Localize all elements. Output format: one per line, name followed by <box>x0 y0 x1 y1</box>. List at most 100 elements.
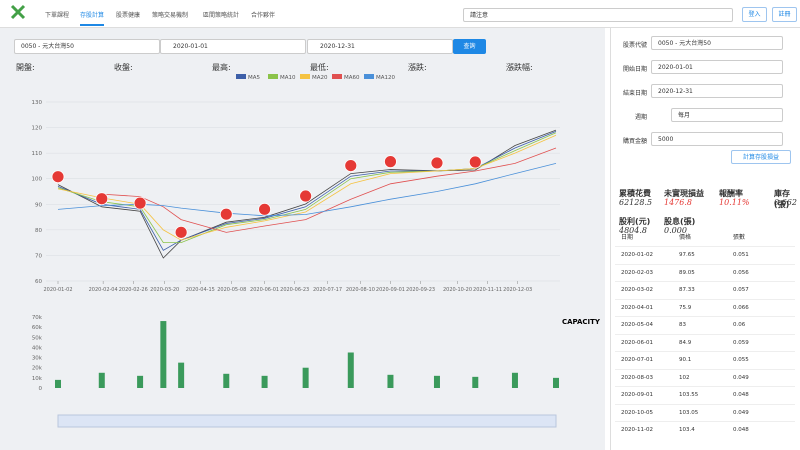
table-cell: 0.049 <box>733 409 749 416</box>
legend-label: MA20 <box>312 75 328 81</box>
quote-label: 漲跌幅: <box>506 63 533 72</box>
table-header: 日期 <box>621 234 634 241</box>
x-tick-label: 2020-04-15 <box>186 287 215 293</box>
table-cell: 75.9 <box>679 304 692 311</box>
query-button[interactable]: 查詢 <box>453 39 486 54</box>
stat-label: 累積花費 <box>619 189 651 198</box>
y-tick-label: 130 <box>32 100 43 106</box>
chart-title: CAPACITY <box>562 318 601 326</box>
chart-panel: 0050 - 元大台灣50 2020-01-01 2020-12-31 查詢 6… <box>0 28 605 450</box>
nav-tab[interactable]: 合作夥伴 <box>251 12 276 19</box>
bar <box>178 362 185 388</box>
table-cell: 2020-06-01 <box>621 339 653 346</box>
bar <box>553 377 559 388</box>
table-cell: 103.4 <box>679 427 695 433</box>
buy-marker <box>51 170 65 184</box>
field-label: 開始日期 <box>622 66 647 73</box>
register-button[interactable]: 註冊 <box>772 7 797 22</box>
x-tick-label: 2020-03-20 <box>150 287 179 293</box>
x-tick-label: 2020-06-01 <box>250 287 279 293</box>
buy-marker <box>384 155 397 169</box>
y-tick-label: 50k <box>32 335 43 341</box>
table-header: 張數 <box>733 234 746 241</box>
x-tick-label: 2020-11-11 <box>473 287 502 293</box>
table-cell: 0.057 <box>733 287 749 293</box>
table-cell: 0.06 <box>733 322 746 328</box>
field-input[interactable]: 5000 <box>651 132 783 146</box>
table-cell: 103.05 <box>679 409 699 416</box>
stat-label: 股利(元) <box>619 217 651 226</box>
x-tick-label: 2020-10-20 <box>443 287 472 293</box>
ma-line <box>57 163 557 217</box>
quote-label: 最低: <box>310 63 329 72</box>
x-tick-label: 2020-02-26 <box>119 287 148 293</box>
row-divider <box>615 368 795 370</box>
buy-marker <box>174 225 188 239</box>
nav-tab[interactable]: 下單課程 <box>45 12 70 19</box>
calc-button[interactable]: 計算存股損益 <box>731 150 791 164</box>
stat-value: 0.662 <box>774 198 797 207</box>
field-label: 結束日期 <box>622 90 647 97</box>
row-divider <box>615 316 795 317</box>
stock-select[interactable]: 0050 - 元大台灣50 <box>14 39 160 54</box>
x-tick-label: 2020-07-17 <box>313 287 342 293</box>
field-label: 股票代號 <box>622 42 647 49</box>
row-divider <box>615 298 795 300</box>
field-input[interactable]: 每月 <box>671 108 783 122</box>
table-cell: 2020-08-03 <box>621 374 653 381</box>
nav-tab[interactable]: 存股計算 <box>80 10 105 26</box>
zoom-slider[interactable] <box>57 414 557 428</box>
stat-value: 0.000 <box>664 226 687 235</box>
row-divider <box>615 333 795 335</box>
y-tick-label: 100 <box>32 177 43 183</box>
bar <box>55 379 61 388</box>
bar <box>387 374 394 388</box>
x-tick-label: 2020-05-08 <box>217 287 246 293</box>
price-line <box>57 129 557 259</box>
stat-value: 62128.5 <box>619 198 653 207</box>
y-tick-label: 90 <box>35 202 42 208</box>
y-tick-label: 10k <box>32 376 43 382</box>
y-tick-label: 70k <box>32 315 43 321</box>
search-placeholder: 請注意 <box>470 12 489 19</box>
nav-tab[interactable]: 策略交易機制 <box>152 12 189 19</box>
legend-label: MA120 <box>376 75 396 81</box>
x-tick-label: 2020-08-10 <box>346 287 375 293</box>
table-cell: 89.05 <box>679 269 695 276</box>
row-divider <box>615 421 795 422</box>
chart: 60 70 80 90 100 110 120 130 2020-01-02 2020-02-04… <box>32 74 601 428</box>
table-header: 價格 <box>679 234 692 241</box>
bar <box>472 376 479 388</box>
stat-value: 1476.8 <box>664 198 692 207</box>
legend-swatch <box>364 74 374 79</box>
table-cell: 2020-01-02 <box>621 252 653 258</box>
buy-marker <box>344 159 358 173</box>
ma-line <box>57 132 557 243</box>
stat-label: 報酬率 <box>719 189 743 198</box>
y-tick-label: 60k <box>32 325 43 331</box>
field-input[interactable]: 2020-12-31 <box>651 84 783 98</box>
table-cell: 2020-11-02 <box>621 427 653 433</box>
table-cell: 83 <box>679 322 686 328</box>
field-input[interactable]: 0050 - 元大台灣50 <box>651 36 783 50</box>
buy-marker <box>258 202 271 216</box>
nav-tab[interactable]: 股票健康 <box>116 12 141 19</box>
table-cell: 0.048 <box>733 427 749 433</box>
search-box[interactable]: 請注意 <box>463 8 733 22</box>
y-tick-label: 0 <box>39 386 43 392</box>
table-cell: 97.65 <box>679 252 695 258</box>
nav-tab[interactable]: 區間策略統計 <box>203 12 240 19</box>
y-tick-label: 60 <box>35 279 42 285</box>
start-date[interactable]: 2020-01-01 <box>160 39 306 54</box>
end-date[interactable]: 2020-12-31 <box>307 39 453 54</box>
row-divider <box>615 403 795 405</box>
login-button[interactable]: 登入 <box>742 7 767 22</box>
calc-panel: 計算存股損益 股票代號 0050 - 元大台灣50 開始日期 2020-01-01 結束… <box>610 28 800 450</box>
field-input[interactable]: 2020-01-01 <box>651 60 783 74</box>
y-tick-label: 70 <box>35 253 42 259</box>
legend-label: MA60 <box>344 75 360 81</box>
x-tick-label: 2020-01-02 <box>43 287 72 293</box>
bar <box>511 372 518 388</box>
y-tick-label: 20k <box>32 366 43 372</box>
